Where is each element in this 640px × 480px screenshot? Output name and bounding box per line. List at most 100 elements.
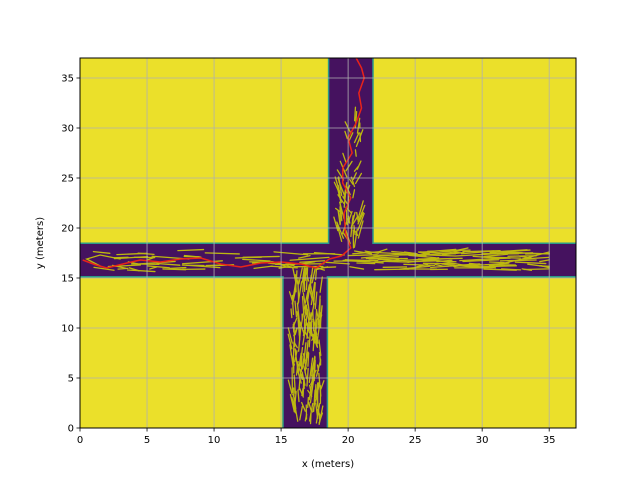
- tree-branch: [289, 344, 295, 369]
- tree-branch: [287, 333, 293, 350]
- y-tick-label: 20: [61, 224, 74, 235]
- tree-branch: [316, 364, 320, 372]
- tree-branch: [357, 220, 364, 239]
- tree-branch: [309, 377, 315, 404]
- tree-branch: [354, 149, 357, 157]
- tree-branch: [307, 401, 312, 412]
- tree-branch: [403, 263, 436, 266]
- tree-branch: [319, 276, 323, 293]
- tree-branch: [302, 292, 308, 316]
- tree-branch: [298, 254, 311, 259]
- tree-branch: [345, 160, 353, 172]
- tree-branch: [294, 350, 298, 363]
- tree-branch: [298, 267, 303, 285]
- tree-branch: [488, 261, 505, 264]
- tree-branch: [459, 258, 494, 262]
- tree-branch: [349, 178, 354, 185]
- tree-branch: [310, 284, 315, 306]
- tree-branch: [306, 351, 309, 358]
- tree-branch: [301, 373, 304, 380]
- x-tick-label: 30: [476, 435, 489, 446]
- tree-branch: [352, 189, 356, 199]
- tree-branch: [336, 221, 345, 239]
- tree-branch: [289, 256, 330, 261]
- tree-branch: [339, 160, 348, 178]
- tree-branch: [350, 211, 356, 229]
- tree-branch: [315, 320, 321, 347]
- x-tick-label: 0: [77, 435, 83, 446]
- tree-branch: [162, 268, 187, 271]
- tree-branch: [311, 398, 317, 413]
- tree-branch: [298, 320, 301, 341]
- tree-branch: [169, 266, 187, 270]
- tree-branch: [305, 304, 311, 330]
- tree-branch: [314, 384, 317, 398]
- tree-branch: [139, 260, 176, 265]
- tree-branch: [307, 312, 312, 324]
- tree-branch: [113, 255, 149, 260]
- tree-branch: [539, 259, 550, 263]
- tree-branch: [321, 266, 337, 269]
- tree-branch: [460, 250, 495, 255]
- tree-branch: [305, 267, 309, 291]
- tree-branch: [419, 251, 457, 255]
- tree-branch: [342, 152, 347, 164]
- tree-branch: [483, 268, 517, 271]
- tree-branch: [318, 295, 321, 319]
- x-tick-label: 10: [208, 435, 221, 446]
- x-axis-label: x (meters): [302, 459, 354, 470]
- tree-branch: [301, 295, 305, 313]
- tree-branch: [468, 262, 482, 266]
- tree-branch: [303, 329, 309, 339]
- tree-branch: [242, 258, 271, 262]
- tree-branch: [349, 266, 365, 270]
- tree-branch: [357, 212, 365, 231]
- tree-branch: [339, 201, 345, 220]
- x-tick-label: 25: [409, 435, 422, 446]
- tree-branch: [441, 251, 550, 269]
- tree-branch: [290, 308, 293, 319]
- tree-branch: [297, 363, 303, 380]
- tree-branch: [307, 352, 310, 367]
- tree-branch: [294, 300, 298, 318]
- path-line: [82, 58, 365, 269]
- tree-branch: [353, 132, 360, 144]
- tree-branch: [521, 256, 550, 260]
- tree-branch: [337, 177, 342, 187]
- tree-branch: [353, 225, 356, 236]
- tree-branch: [518, 255, 533, 259]
- tree-branch: [314, 291, 318, 310]
- tree-branch: [92, 250, 111, 254]
- tree-branch: [351, 215, 359, 226]
- tree-branch: [344, 130, 348, 140]
- tree-branch: [181, 260, 223, 265]
- plot-area: [80, 58, 576, 428]
- tree-branch: [287, 379, 293, 395]
- tree-branch: [147, 265, 170, 269]
- tree-branch: [500, 268, 522, 271]
- tree-branch: [356, 211, 360, 223]
- y-tick-label: 35: [61, 74, 74, 85]
- tree-branch: [273, 251, 309, 256]
- tree-branch: [301, 352, 306, 370]
- tree-branch: [309, 321, 313, 337]
- tree-branch: [291, 294, 295, 316]
- tree-branch: [337, 187, 342, 204]
- tree-branch: [300, 305, 306, 326]
- tree-branch: [353, 166, 359, 172]
- tree-branch: [315, 402, 321, 424]
- tree-branch: [310, 312, 313, 336]
- tree-branch: [317, 314, 323, 326]
- tree-branch: [354, 106, 357, 122]
- tree-branch: [204, 252, 240, 255]
- tree-branch: [357, 204, 366, 223]
- explored-tree: [84, 106, 550, 425]
- tree-branch: [156, 262, 181, 266]
- tree-branch: [304, 318, 311, 334]
- tree-branch: [514, 261, 547, 265]
- tree-branch: [314, 329, 319, 349]
- tree-branch: [312, 356, 316, 378]
- tree-branch: [294, 348, 299, 372]
- x-tick-label: 15: [275, 435, 288, 446]
- tree-branch: [312, 318, 318, 328]
